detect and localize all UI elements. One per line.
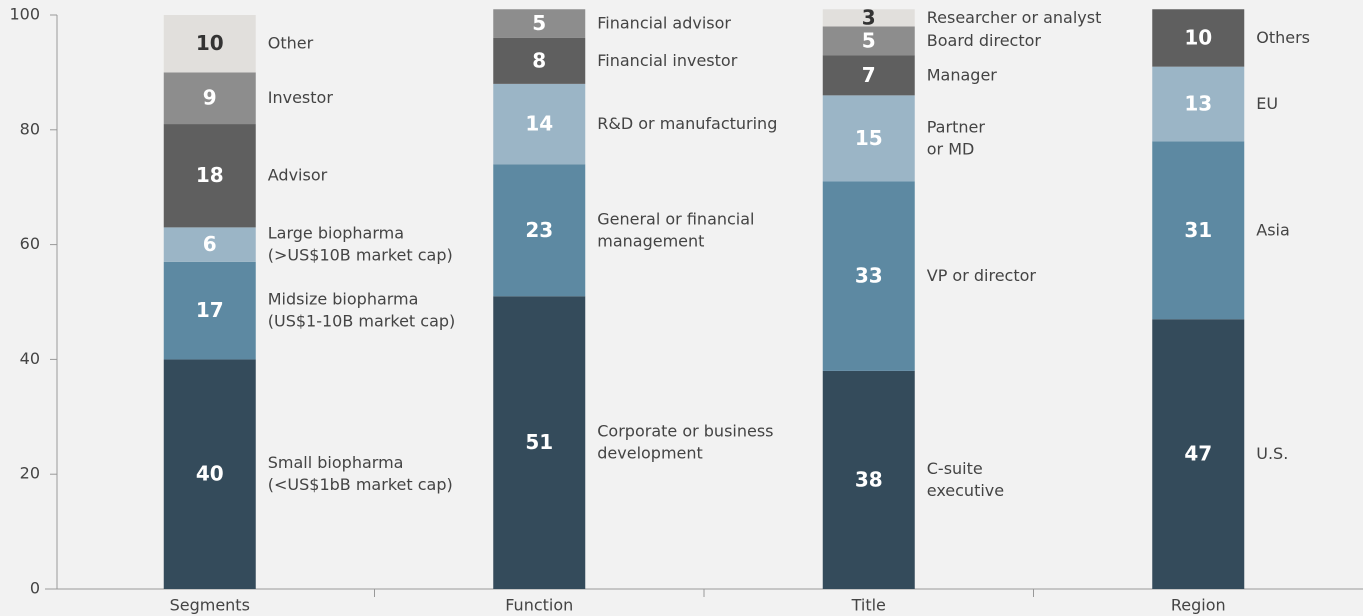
bar-segment (493, 37, 586, 84)
value-label: 5 (532, 11, 546, 35)
bar-segment (1152, 141, 1245, 320)
value-label: 38 (855, 467, 883, 491)
bar-segment (493, 164, 586, 297)
segment-label: Investor (268, 88, 334, 107)
value-label: 33 (855, 264, 883, 288)
value-label: 5 (862, 28, 876, 52)
segment-label: Advisor (268, 165, 328, 184)
bar-segment (493, 296, 586, 589)
bar-segment (163, 261, 256, 360)
bar-segment (822, 9, 915, 27)
bar-segment (493, 83, 586, 165)
bar-segment (1152, 319, 1245, 589)
x-tick-label: Segments (170, 596, 250, 615)
bar-segment (822, 95, 915, 182)
segment-label: EU (1256, 93, 1278, 112)
segment-label: C-suite executive (927, 458, 1004, 499)
x-tick-label: Title (851, 596, 886, 615)
segment-label: Financial advisor (597, 13, 731, 32)
bar-segment (163, 15, 256, 73)
value-label: 3 (862, 5, 876, 29)
value-label: 51 (525, 430, 553, 454)
bar-segment (822, 55, 915, 96)
bar-segment (163, 124, 256, 228)
segment-label: Manager (927, 65, 998, 84)
bar-segment (1152, 66, 1245, 142)
segment-label: Others (1256, 27, 1310, 46)
segment-label: Board director (927, 30, 1042, 49)
bar-segment (163, 227, 256, 262)
y-tick-label: 20 (20, 464, 40, 483)
segment-label: Financial investor (597, 50, 737, 69)
value-label: 23 (525, 218, 553, 242)
segment-label: Small biopharma (<US$1bB market cap) (268, 453, 453, 494)
value-label: 9 (203, 86, 217, 110)
value-label: 18 (196, 163, 224, 187)
bar-segment (822, 370, 915, 589)
y-tick-label: 60 (20, 234, 40, 253)
value-label: 6 (203, 232, 217, 256)
segment-label: Researcher or analyst (927, 7, 1102, 26)
value-label: 10 (1184, 25, 1212, 49)
segment-label: Other (268, 33, 314, 52)
value-label: 13 (1184, 91, 1212, 115)
bar-segment (163, 359, 256, 589)
value-label: 17 (196, 298, 224, 322)
segment-label: R&D or manufacturing (597, 114, 777, 133)
segment-label: Corporate or business development (597, 421, 773, 462)
value-label: 40 (196, 462, 224, 486)
bar-segment (822, 26, 915, 56)
segment-label: Partner or MD (927, 117, 986, 158)
y-tick-label: 40 (20, 349, 40, 368)
value-label: 8 (532, 48, 546, 72)
x-tick-label: Region (1171, 596, 1226, 615)
value-label: 14 (525, 112, 553, 136)
value-label: 7 (862, 63, 876, 87)
value-label: 10 (196, 31, 224, 55)
y-tick-label: 100 (9, 5, 40, 24)
segment-label: Midsize biopharma (US$1-10B market cap) (268, 289, 456, 330)
bar-segment (1152, 9, 1245, 67)
value-label: 47 (1184, 442, 1212, 466)
y-tick-label: 80 (20, 119, 40, 138)
segment-label: Large biopharma (>US$10B market cap) (268, 223, 453, 264)
bar-segment (493, 9, 586, 38)
segment-label: General or financial management (597, 209, 754, 250)
value-label: 15 (855, 126, 883, 150)
value-label: 31 (1184, 218, 1212, 242)
segment-label: U.S. (1256, 444, 1288, 463)
y-tick-label: 0 (30, 579, 40, 598)
x-tick-label: Function (505, 596, 573, 615)
segment-label: Asia (1256, 220, 1290, 239)
segment-label: VP or director (927, 266, 1037, 285)
bar-segment (822, 181, 915, 371)
bar-segment (163, 72, 256, 125)
